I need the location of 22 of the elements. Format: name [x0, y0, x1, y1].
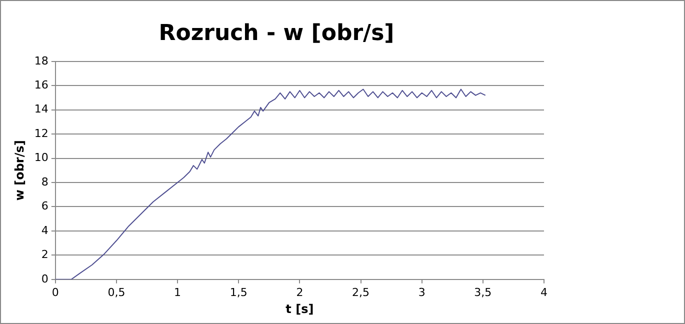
y-axis-title: w [obr/s]: [12, 140, 26, 201]
y-tick-label: 4: [41, 224, 48, 237]
y-tick-label: 0: [41, 272, 48, 286]
x-tick-label: 3,5: [474, 286, 492, 299]
x-tick-label: 0: [52, 286, 59, 299]
y-tick-label: 14: [34, 102, 48, 116]
x-tick-label: 1: [174, 286, 182, 299]
x-tick-label: 2: [296, 286, 304, 299]
y-tick-label: 12: [34, 126, 48, 140]
x-tick-label: 4: [540, 286, 548, 299]
y-tick-label: 18: [34, 54, 48, 68]
y-tick-label: 6: [41, 200, 48, 213]
chart-title: Rozruch - w [obr/s]: [158, 20, 394, 46]
x-axis-title: t [s]: [286, 302, 314, 316]
y-tick-label: 8: [41, 175, 48, 188]
x-tick-label: 1,5: [230, 286, 248, 299]
x-tick-label: 2,5: [352, 286, 370, 299]
y-tick-label: 16: [34, 78, 48, 92]
y-tick-label: 10: [34, 151, 48, 164]
x-tick-label: 0,5: [108, 286, 126, 299]
y-tick-label: 2: [41, 248, 48, 262]
x-tick-label: 3: [418, 286, 426, 299]
